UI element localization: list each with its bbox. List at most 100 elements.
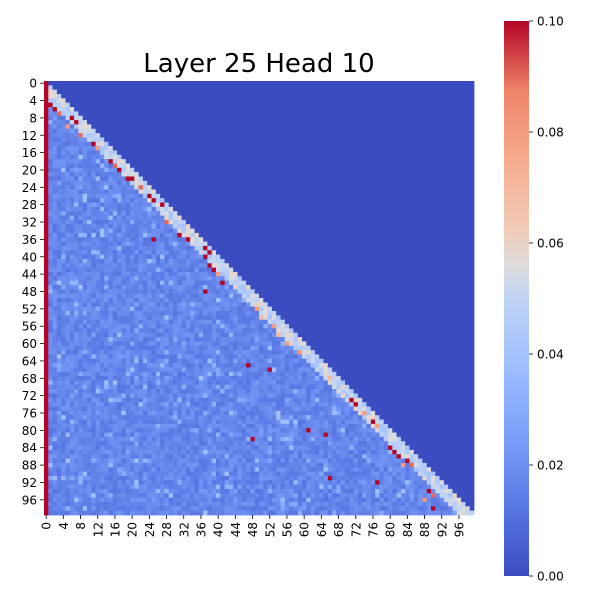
heatmap-cell <box>121 245 127 251</box>
heatmap-cell <box>164 250 170 255</box>
heatmap-cell <box>134 241 139 247</box>
heatmap-cell <box>164 254 170 260</box>
heatmap-cell <box>125 107 131 112</box>
heatmap-cell <box>439 98 445 104</box>
heatmap-cell <box>48 219 53 225</box>
heatmap-cell <box>306 189 311 195</box>
heatmap-cell <box>400 198 406 203</box>
heatmap-cell <box>74 189 79 195</box>
heatmap-cell <box>69 202 75 208</box>
heatmap-cell <box>448 189 453 195</box>
heatmap-cell <box>284 115 290 121</box>
heatmap-cell <box>379 250 385 255</box>
heatmap-cell <box>332 180 337 186</box>
heatmap-cell <box>418 150 423 156</box>
heatmap-cell <box>327 189 333 195</box>
heatmap-cell <box>69 232 75 238</box>
heatmap-cell <box>56 167 62 173</box>
heatmap-cell <box>448 167 453 173</box>
heatmap-cell <box>164 159 170 164</box>
heatmap-cell <box>465 137 471 143</box>
heatmap-cell <box>224 137 230 143</box>
heatmap-cell <box>190 163 195 169</box>
heatmap-cell <box>357 198 363 203</box>
heatmap-cell <box>99 254 105 260</box>
heatmap-cell <box>181 111 187 117</box>
heatmap-cell <box>396 202 402 208</box>
heatmap-cell <box>250 185 256 190</box>
heatmap-cell <box>203 224 208 229</box>
heatmap-cell <box>155 89 161 95</box>
heatmap-cell <box>370 198 376 203</box>
heatmap-cell <box>375 232 380 238</box>
heatmap-cell <box>185 267 191 273</box>
heatmap-cell <box>332 120 337 125</box>
heatmap-cell <box>332 146 337 151</box>
heatmap-cell <box>87 276 92 282</box>
heatmap-cell <box>435 276 440 282</box>
heatmap-cell <box>323 176 329 182</box>
heatmap-cell <box>181 258 187 264</box>
heatmap-cell <box>405 271 410 277</box>
heatmap-cell <box>104 146 109 151</box>
heatmap-cell <box>155 154 161 160</box>
heatmap-cell <box>151 81 157 86</box>
heatmap-cell <box>452 172 458 177</box>
heatmap-cell <box>168 172 174 177</box>
heatmap-cell <box>151 111 157 117</box>
heatmap-cell <box>130 180 135 186</box>
heatmap-cell <box>65 254 71 260</box>
heatmap-cell <box>190 98 195 104</box>
heatmap-cell <box>284 276 290 282</box>
heatmap-cell <box>409 115 415 121</box>
heatmap-cell <box>254 154 260 160</box>
heatmap-cell <box>302 133 307 138</box>
heatmap-cell <box>289 232 294 238</box>
heatmap-cell <box>388 263 393 269</box>
heatmap-cell <box>349 258 354 264</box>
heatmap-cell <box>327 211 333 216</box>
heatmap-cell <box>56 98 62 104</box>
heatmap-cell <box>52 289 58 295</box>
heatmap-cell <box>160 271 165 277</box>
heatmap-cell <box>418 254 423 260</box>
heatmap-cell <box>435 271 440 277</box>
heatmap-cell <box>409 219 415 225</box>
heatmap-cell <box>443 267 449 273</box>
heatmap-cell <box>289 185 294 190</box>
heatmap-cell <box>435 250 440 255</box>
heatmap-cell <box>104 241 109 247</box>
heatmap-cell <box>82 289 88 295</box>
heatmap-cell <box>228 137 234 143</box>
heatmap-cell <box>168 98 174 104</box>
heatmap-cell <box>405 163 410 169</box>
heatmap-cell <box>69 271 75 277</box>
heatmap-cell <box>134 189 139 195</box>
heatmap-cell <box>99 271 105 277</box>
heatmap-cell <box>173 133 178 138</box>
heatmap-cell <box>48 293 53 299</box>
heatmap-cell <box>82 180 88 186</box>
heatmap-cell <box>353 228 359 234</box>
heatmap-cell <box>448 89 453 95</box>
heatmap-cell <box>52 85 58 91</box>
heatmap-cell <box>435 258 440 264</box>
heatmap-cell <box>69 284 75 290</box>
heatmap-cell <box>469 211 475 216</box>
heatmap-cell <box>431 241 436 247</box>
heatmap-cell <box>263 250 268 255</box>
heatmap-cell <box>353 89 359 95</box>
heatmap-cell <box>357 211 363 216</box>
heatmap-cell <box>56 289 62 295</box>
heatmap-cell <box>52 176 58 182</box>
heatmap-cell <box>426 254 432 260</box>
heatmap-cell <box>203 146 208 151</box>
heatmap-cell <box>134 289 139 295</box>
heatmap-cell <box>435 180 440 186</box>
heatmap-cell <box>207 115 213 121</box>
heatmap-cell <box>224 289 230 295</box>
heatmap-cell <box>366 289 372 295</box>
heatmap-cell <box>99 224 105 229</box>
heatmap-cell <box>418 180 423 186</box>
heatmap-cell <box>310 163 316 169</box>
